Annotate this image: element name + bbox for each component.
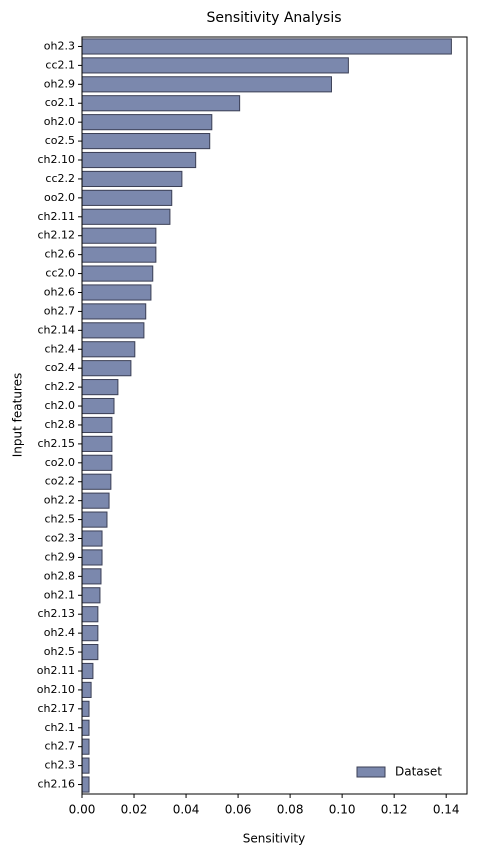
bar <box>81 568 102 585</box>
bar <box>81 397 115 415</box>
bar <box>81 95 241 112</box>
bar <box>81 114 213 131</box>
bar <box>81 76 332 93</box>
bar <box>81 379 119 396</box>
bar <box>81 227 157 244</box>
bar <box>81 738 90 755</box>
y-tick-label: oh2.5 <box>44 645 75 658</box>
y-tick-label: cc2.0 <box>45 267 75 280</box>
y-tick-label: co2.3 <box>45 532 75 545</box>
bar <box>81 189 173 206</box>
y-tick-label: oh2.7 <box>44 304 75 317</box>
bar <box>81 719 90 736</box>
bar <box>81 322 145 339</box>
x-tick-label: 0.06 <box>225 803 252 817</box>
y-tick-label: oh2.2 <box>44 494 75 507</box>
bar <box>81 416 113 434</box>
bar <box>81 757 90 774</box>
y-tick-label: oh2.9 <box>44 77 75 90</box>
y-tick-label: ch2.3 <box>44 759 75 772</box>
legend-label: Dataset <box>395 765 442 779</box>
bar <box>81 151 197 169</box>
x-axis-label: Sensitivity <box>243 832 305 846</box>
y-axis-label: Input features <box>11 373 25 457</box>
bar <box>81 303 147 320</box>
y-tick-label: co2.5 <box>45 134 75 147</box>
y-tick-label: oh2.0 <box>44 115 75 128</box>
y-tick-label: ch2.13 <box>37 607 75 620</box>
bar <box>81 133 211 150</box>
y-tick-label: oh2.10 <box>37 683 75 696</box>
bar <box>81 473 112 490</box>
x-tick-label: 0.14 <box>433 803 460 817</box>
x-tick-label: 0.12 <box>381 803 408 817</box>
bar <box>81 625 99 642</box>
y-tick-label: oh2.4 <box>44 626 75 639</box>
y-tick-label: ch2.9 <box>44 550 75 563</box>
bar <box>81 435 113 452</box>
y-tick-label: oh2.8 <box>44 569 75 582</box>
bar <box>81 341 136 358</box>
bar <box>81 511 108 528</box>
y-tick-label: oh2.11 <box>37 664 75 677</box>
y-tick-label: oh2.1 <box>44 588 75 601</box>
bar <box>81 454 113 471</box>
bar <box>81 170 183 188</box>
legend-swatch <box>356 766 386 778</box>
bar <box>81 662 94 680</box>
bar <box>81 208 171 225</box>
y-tick-label: ch2.10 <box>37 153 75 166</box>
y-tick-label: cc2.1 <box>45 58 75 71</box>
bar <box>81 643 99 661</box>
y-tick-label: ch2.14 <box>37 323 75 336</box>
bar <box>81 606 99 623</box>
x-tick-label: 0.04 <box>173 803 200 817</box>
x-tick-label: 0.00 <box>69 803 96 817</box>
chart-title: Sensitivity Analysis <box>206 10 341 26</box>
y-tick-label: co2.2 <box>45 475 75 488</box>
y-tick-label: oo2.0 <box>44 191 75 204</box>
y-tick-label: ch2.15 <box>37 437 75 450</box>
bar <box>81 776 90 793</box>
x-tick-label: 0.10 <box>329 803 356 817</box>
bar <box>81 681 92 698</box>
bar <box>81 492 110 509</box>
bar <box>81 265 154 282</box>
y-tick-label: ch2.2 <box>44 380 75 393</box>
y-tick-label: ch2.5 <box>44 513 75 526</box>
bar <box>81 284 152 301</box>
y-tick-label: co2.1 <box>45 96 75 109</box>
y-tick-label: ch2.4 <box>44 342 75 355</box>
y-tick-label: ch2.17 <box>37 702 75 715</box>
plot-frame <box>81 36 468 795</box>
bar <box>81 57 349 74</box>
x-tick-label: 0.08 <box>277 803 304 817</box>
x-tick-label: 0.02 <box>121 803 148 817</box>
y-tick-label: co2.4 <box>45 361 75 374</box>
bar <box>81 38 452 55</box>
bar <box>81 530 103 547</box>
bar <box>81 549 103 566</box>
y-tick-label: ch2.7 <box>44 740 75 753</box>
bar <box>81 587 101 604</box>
y-tick-label: oh2.3 <box>44 39 75 52</box>
y-tick-label: cc2.2 <box>45 172 75 185</box>
y-tick-label: ch2.1 <box>44 721 75 734</box>
y-tick-label: ch2.0 <box>44 399 75 412</box>
y-tick-label: ch2.12 <box>37 229 75 242</box>
bar <box>81 360 132 377</box>
y-tick-label: oh2.6 <box>44 285 75 298</box>
y-tick-label: ch2.11 <box>37 210 75 223</box>
y-tick-label: co2.0 <box>45 456 75 469</box>
y-tick-label: ch2.8 <box>44 418 75 431</box>
bar <box>81 700 90 717</box>
y-tick-label: ch2.6 <box>44 248 75 261</box>
y-tick-label: ch2.16 <box>37 778 75 791</box>
bar <box>81 246 157 263</box>
